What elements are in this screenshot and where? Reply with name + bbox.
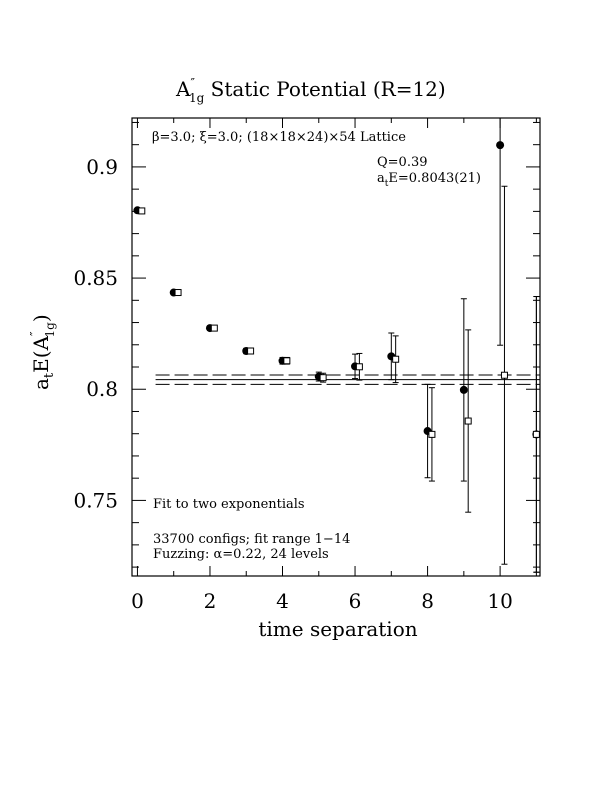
x-tick-label: 10 <box>487 589 512 613</box>
x-tick-label: 2 <box>204 589 217 613</box>
data-point-square <box>355 363 363 371</box>
data-point-square <box>500 371 508 379</box>
fit-band <box>155 374 540 385</box>
data-point-circle <box>459 385 468 394</box>
x-tick-label: 8 <box>421 589 434 613</box>
x-axis-label: time separation <box>258 617 417 641</box>
data-point-square <box>464 417 472 425</box>
data-point-square <box>138 207 146 215</box>
x-tick-label: 0 <box>131 589 144 613</box>
tick-labels: 0 2 4 6 8 10 0.75 0.8 0.85 0.9 <box>73 155 512 613</box>
data-point-square <box>283 357 291 365</box>
fuzzing-annotation: Fuzzing: α=0.22, 24 levels <box>153 547 329 562</box>
energy-annotation: atE=0.8043(21) <box>377 171 481 189</box>
lattice-annotation: β=3.0; ξ=3.0; (18×18×24)×54 Lattice <box>152 130 406 145</box>
data-point-square <box>428 430 436 438</box>
configs-annotation: 33700 configs; fit range 1−14 <box>153 532 350 547</box>
y-tick-label: 0.75 <box>73 488 118 512</box>
data-points <box>133 118 541 573</box>
chart-title: A″ 1g Static Potential (R=12) <box>175 76 446 105</box>
fit-annotation: Fit to two exponentials <box>153 497 305 512</box>
plot-frame <box>131 117 541 577</box>
data-point-square <box>532 430 540 438</box>
data-point-square <box>247 347 255 355</box>
data-point-square <box>174 289 182 297</box>
y-tick-label: 0.9 <box>86 155 118 179</box>
x-tick-label: 4 <box>276 589 289 613</box>
data-point-square <box>210 324 218 332</box>
q-annotation: Q=0.39 <box>377 155 428 170</box>
y-axis-label: atE(A″1g) <box>28 314 57 390</box>
data-point-square <box>319 374 327 382</box>
x-tick-label: 6 <box>349 589 362 613</box>
y-tick-label: 0.8 <box>86 377 118 401</box>
data-point-circle <box>496 141 505 150</box>
y-tick-label: 0.85 <box>73 266 118 290</box>
data-point-square <box>392 355 400 363</box>
